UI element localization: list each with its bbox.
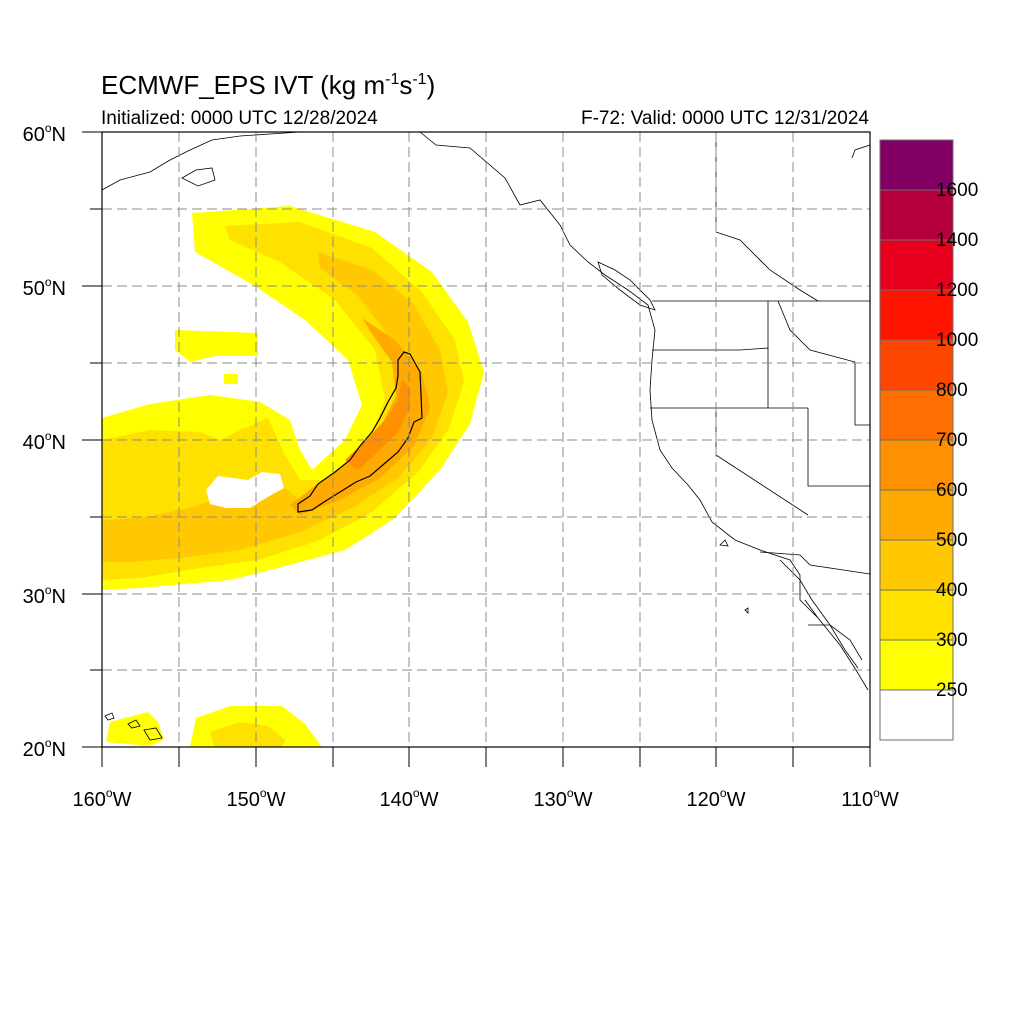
wa-or-border: [652, 347, 769, 408]
baja-islands: [719, 539, 749, 614]
alaska-islands: [181, 167, 216, 187]
nv-ut-border: [807, 408, 870, 487]
us-mexico-border: [759, 551, 871, 575]
colorbar-label-1400: 1400: [936, 230, 979, 251]
valid-time-label: F-72: Valid: 0000 UTC 12/31/2024: [581, 108, 869, 129]
west-coast: [419, 131, 871, 691]
colorbar-label-1000: 1000: [936, 330, 979, 351]
vancouver-island: [597, 261, 656, 311]
ca-nv-border: [715, 408, 809, 516]
lat-label-20n: 20oN: [22, 736, 66, 761]
ivt-contour-600: [345, 380, 410, 470]
map-title: ECMWF_EPS IVT (kg m-1s-1): [101, 70, 436, 100]
political-borders: [650, 132, 871, 661]
ivt-contour-250-hawaii: [106, 712, 164, 746]
lon-label-120w: 120oW: [686, 786, 746, 811]
colorbar-label-600: 600: [936, 480, 968, 501]
lon-label-140w: 140oW: [379, 786, 439, 811]
axis-ticks: [82, 131, 871, 767]
lon-label-130w: 130oW: [533, 786, 593, 811]
colorbar-label-250: 250: [936, 680, 968, 701]
colorbar-label-300: 300: [936, 630, 968, 651]
lat-label-50n: 50oN: [22, 275, 66, 300]
ivt-contour-250-patch: [175, 330, 258, 362]
id-border: [767, 300, 870, 426]
grid-lines: [102, 132, 870, 747]
lon-label-110w: 110oW: [841, 786, 899, 811]
colorbar-label-700: 700: [936, 430, 968, 451]
ivt-contour-500: [290, 318, 430, 515]
colorbar-label-1600: 1600: [936, 180, 979, 201]
ivt-contour-300-south: [210, 722, 285, 747]
colorbar-label-800: 800: [936, 380, 968, 401]
ivt-shading: [102, 206, 484, 747]
bc-boundary: [715, 132, 819, 302]
init-time-label: Initialized: 0000 UTC 12/28/2024: [101, 108, 378, 129]
hawaii-islands: [104, 712, 163, 741]
ivt-contour-250-dot: [224, 374, 238, 384]
colorbar: [879, 139, 954, 741]
ivt-gap: [206, 472, 284, 508]
colorbar-label-400: 400: [936, 580, 968, 601]
ivt-contour-300-west: [102, 430, 236, 482]
gulf-of-california: [808, 624, 863, 661]
alaska-coast: [101, 131, 301, 191]
lat-label-60n: 60oN: [22, 121, 66, 146]
lat-label-30n: 30oN: [22, 583, 66, 608]
lon-label-150w: 150oW: [226, 786, 286, 811]
colorbar-label-500: 500: [936, 530, 968, 551]
coastlines: [101, 131, 871, 741]
lon-label-160w: 160oW: [72, 786, 132, 811]
colorbar-label-1200: 1200: [936, 280, 979, 301]
ivt-500-outline: [297, 351, 423, 513]
lat-label-40n: 40oN: [22, 429, 66, 454]
